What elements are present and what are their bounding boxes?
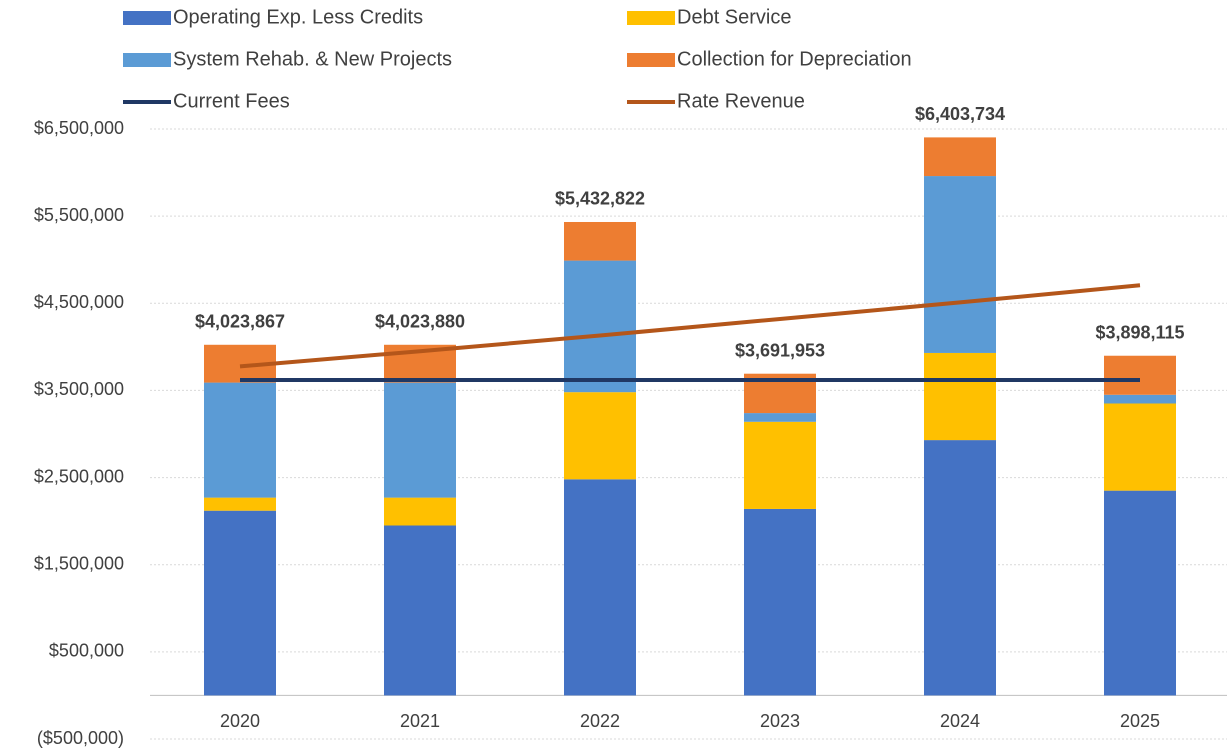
bar-segment (1104, 403, 1176, 491)
x-tick-label: 2024 (940, 711, 980, 731)
y-tick-label: $500,000 (49, 641, 124, 661)
bar-segment (564, 221, 636, 261)
legend-label: Current Fees (173, 90, 290, 112)
y-tick-label: $3,500,000 (34, 379, 124, 399)
legend-label: Rate Revenue (677, 90, 805, 112)
bar-segment (924, 176, 996, 353)
y-tick-label: $5,500,000 (34, 205, 124, 225)
total-label: $4,023,867 (195, 312, 285, 332)
bar-segment (1104, 355, 1176, 395)
bar-segment (564, 392, 636, 480)
x-tick-label: 2025 (1120, 711, 1160, 731)
total-label: $4,023,880 (375, 312, 465, 332)
bar-segment (204, 510, 276, 696)
legend-label: Collection for Depreciation (677, 48, 912, 70)
bar-segment (384, 525, 456, 696)
y-tick-label: $2,500,000 (34, 466, 124, 486)
legend-label: System Rehab. & New Projects (173, 48, 452, 70)
legend-label: Debt Service (677, 6, 792, 28)
x-tick-label: 2023 (760, 711, 800, 731)
bar-segment (924, 137, 996, 177)
legend-label: Operating Exp. Less Credits (173, 6, 423, 28)
x-tick-label: 2022 (580, 711, 620, 731)
total-label: $6,403,734 (915, 104, 1005, 124)
y-tick-label: $6,500,000 (34, 118, 124, 138)
bar-segment (384, 382, 456, 498)
total-label: $3,898,115 (1095, 322, 1184, 342)
bar-segment (564, 260, 636, 393)
legend-swatch (123, 53, 171, 67)
bar-segment (384, 497, 456, 526)
total-label: $3,691,953 (735, 340, 825, 360)
y-tick-label: $1,500,000 (34, 553, 124, 573)
total-label: $5,432,822 (555, 189, 645, 209)
y-tick-label: $4,500,000 (34, 292, 124, 312)
x-tick-label: 2021 (400, 711, 440, 731)
bar-segment (924, 352, 996, 441)
bar-segment (1104, 490, 1176, 696)
legend-swatch (627, 11, 675, 25)
x-tick-label: 2020 (220, 711, 260, 731)
bar-segment (204, 382, 276, 498)
bar-segment (204, 497, 276, 511)
bar-segment (744, 413, 816, 422)
bar-segment (744, 421, 816, 509)
y-tick-label: ($500,000) (37, 728, 124, 748)
line-series (239, 283, 1141, 369)
bar-segment (564, 479, 636, 696)
legend-swatch (123, 11, 171, 25)
legend-swatch (627, 53, 675, 67)
bar-segment (744, 508, 816, 696)
bar-segment (924, 440, 996, 696)
bar-segment (1104, 394, 1176, 404)
